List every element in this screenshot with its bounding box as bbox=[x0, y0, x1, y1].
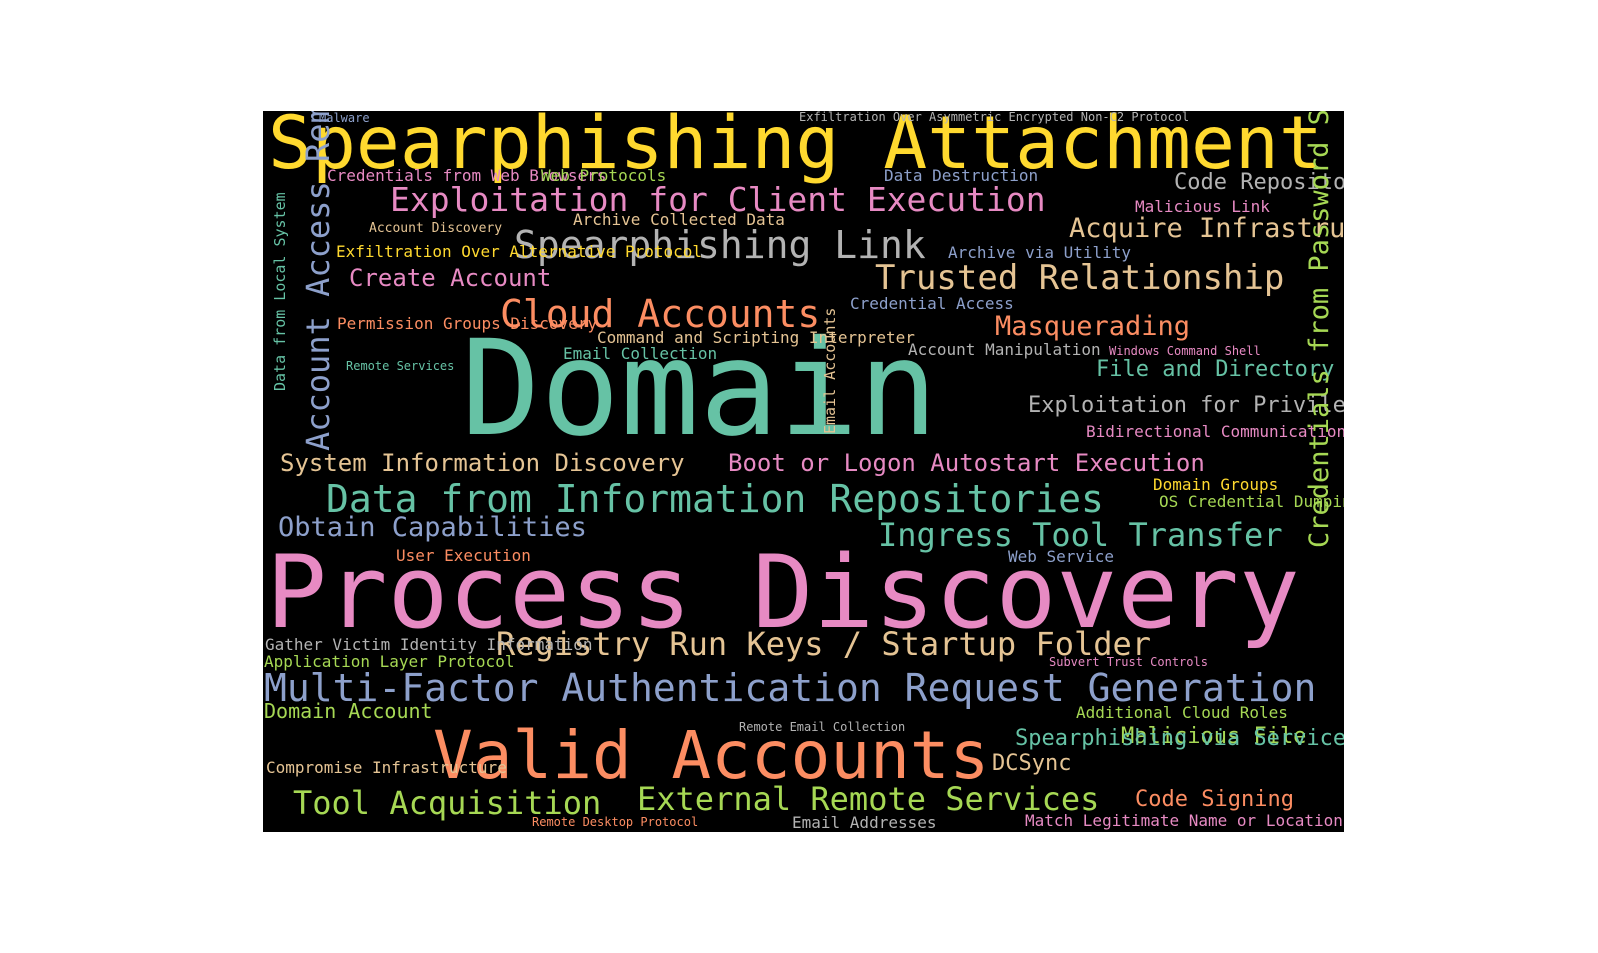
word-account-access-removal: Email Addresses bbox=[792, 813, 937, 832]
word-domain-account: Malicious File bbox=[1121, 724, 1307, 749]
word-web-service: OS Credential Dumping bbox=[1159, 492, 1344, 511]
word-exploitation-for-client-execution: Exploitation for Client Execution bbox=[390, 180, 1046, 219]
word-spearphishing-attachment: Spearphishing Attachment bbox=[268, 111, 1323, 186]
word-email-collection: Permission Groups Discovery bbox=[337, 314, 598, 333]
word-valid-accounts: Valid Accounts bbox=[433, 717, 990, 794]
word-malicious-link: Web Protocols bbox=[541, 166, 667, 185]
word-data-destruction: Credentials from Web Browsers bbox=[327, 166, 607, 185]
word-subvert-trust-controls: Gather Victim Identity Information bbox=[265, 635, 593, 654]
word-exfiltration-alternative-protocol: Archive Collected Data bbox=[573, 210, 785, 229]
word-archive-collected-data: Data Destruction bbox=[884, 166, 1039, 185]
word-email-accounts: Email Accounts bbox=[821, 307, 839, 434]
word-file-and-directory-discovery: System Information Discovery bbox=[280, 449, 685, 477]
word-additional-cloud-roles: Application Layer Protocol bbox=[264, 652, 515, 671]
word-cloud-accounts: Cloud Accounts bbox=[500, 292, 821, 336]
word-code-repositories: Exploitation for Privilege Escalation bbox=[1028, 393, 1344, 418]
word-system-information-discovery: Create Account bbox=[349, 264, 552, 292]
word-ingress-tool-transfer: Ingress Tool Transfer bbox=[878, 516, 1283, 554]
word-bidirectional-communication: Windows Command Shell bbox=[1109, 344, 1261, 358]
word-cloud: Domain Process Discovery Spearphishing A… bbox=[263, 111, 1344, 832]
word-acquire-infrastructure: Credentials from Password Stores bbox=[1304, 111, 1335, 548]
word-code-signing: File and Directory Discovery bbox=[1096, 357, 1344, 382]
word-os-credential-dumping: Bidirectional Communication bbox=[1086, 422, 1344, 441]
word-boot-or-logon-autostart-execution: Obtain Capabilities bbox=[278, 512, 587, 543]
word-malicious-file: Code Signing bbox=[1135, 787, 1294, 812]
word-exfiltration-asymmetric: Domain Account bbox=[264, 699, 433, 723]
word-remote-email-collection: Subvert Trust Controls bbox=[1049, 655, 1208, 669]
word-command-and-scripting-interpreter: Credential Access bbox=[850, 294, 1014, 313]
word-user-execution: Domain Groups bbox=[1153, 475, 1279, 494]
word-application-layer-protocol: Web Service bbox=[1008, 547, 1114, 566]
word-domain: Domain bbox=[461, 312, 938, 466]
word-remote-services: Account Manipulation bbox=[908, 340, 1101, 359]
word-archive-via-utility: Account Discovery bbox=[369, 221, 503, 236]
word-remote-desktop-protocol: Remote Email Collection bbox=[739, 720, 906, 734]
word-credentials-from-web-browsers: Malware bbox=[319, 111, 370, 125]
word-tool-acquisition: Tool Acquisition bbox=[293, 784, 602, 822]
word-windows-command-shell: Email Collection bbox=[563, 344, 718, 363]
word-dcsync: Code Repositories bbox=[1174, 170, 1344, 195]
word-obtain-capabilities: Masquerading bbox=[995, 311, 1191, 342]
word-trusted-relationship: Trusted Relationship bbox=[875, 258, 1285, 298]
word-web-protocols: Exfiltration Over Asymmetric Encrypted N… bbox=[799, 111, 1190, 124]
word-masquerading: Account Access Removal bbox=[299, 111, 337, 451]
word-domain-groups: Remote Services bbox=[346, 359, 455, 373]
word-email-addresses: Compromise Infrastructure bbox=[266, 758, 507, 777]
word-multi-factor-authentication-request-generation: Multi-Factor Authentication Request Gene… bbox=[264, 666, 1317, 710]
word-permission-groups-discovery: Archive via Utility bbox=[948, 243, 1132, 262]
word-exploitation-for-privilege-escalation: Boot or Logon Autostart Execution bbox=[728, 449, 1205, 477]
word-process-discovery: Process Discovery bbox=[266, 533, 1300, 651]
word-match-legitimate-name: Remote Desktop Protocol bbox=[532, 815, 699, 829]
word-data-from-information-repositories: Data from Information Repositories bbox=[326, 477, 1104, 521]
word-registry-run-keys: Registry Run Keys / Startup Folder bbox=[496, 625, 1152, 663]
word-compromise-infrastructure: Additional Cloud Roles bbox=[1076, 703, 1288, 722]
word-data-from-local-system: Data from Local System bbox=[271, 192, 289, 391]
word-credential-access: Exfiltration Over Alternative Protocol bbox=[336, 242, 703, 261]
word-spearphishing-via-service: DCSync bbox=[992, 751, 1072, 776]
word-spearphishing-link: Spearphishing Link bbox=[514, 223, 926, 267]
word-gather-victim-identity-information: User Execution bbox=[396, 546, 531, 565]
word-account-discovery: Malicious Link bbox=[1135, 197, 1270, 216]
word-external-remote-services: External Remote Services bbox=[637, 780, 1100, 818]
word-create-account: Acquire Infrastructure bbox=[1069, 213, 1344, 244]
word-malware: Spearphishing via Service bbox=[1015, 726, 1344, 751]
word-credentials-from-password-stores: Match Legitimate Name or Location bbox=[1025, 811, 1343, 830]
word-account-manipulation: Command and Scripting Interpreter bbox=[597, 328, 915, 347]
